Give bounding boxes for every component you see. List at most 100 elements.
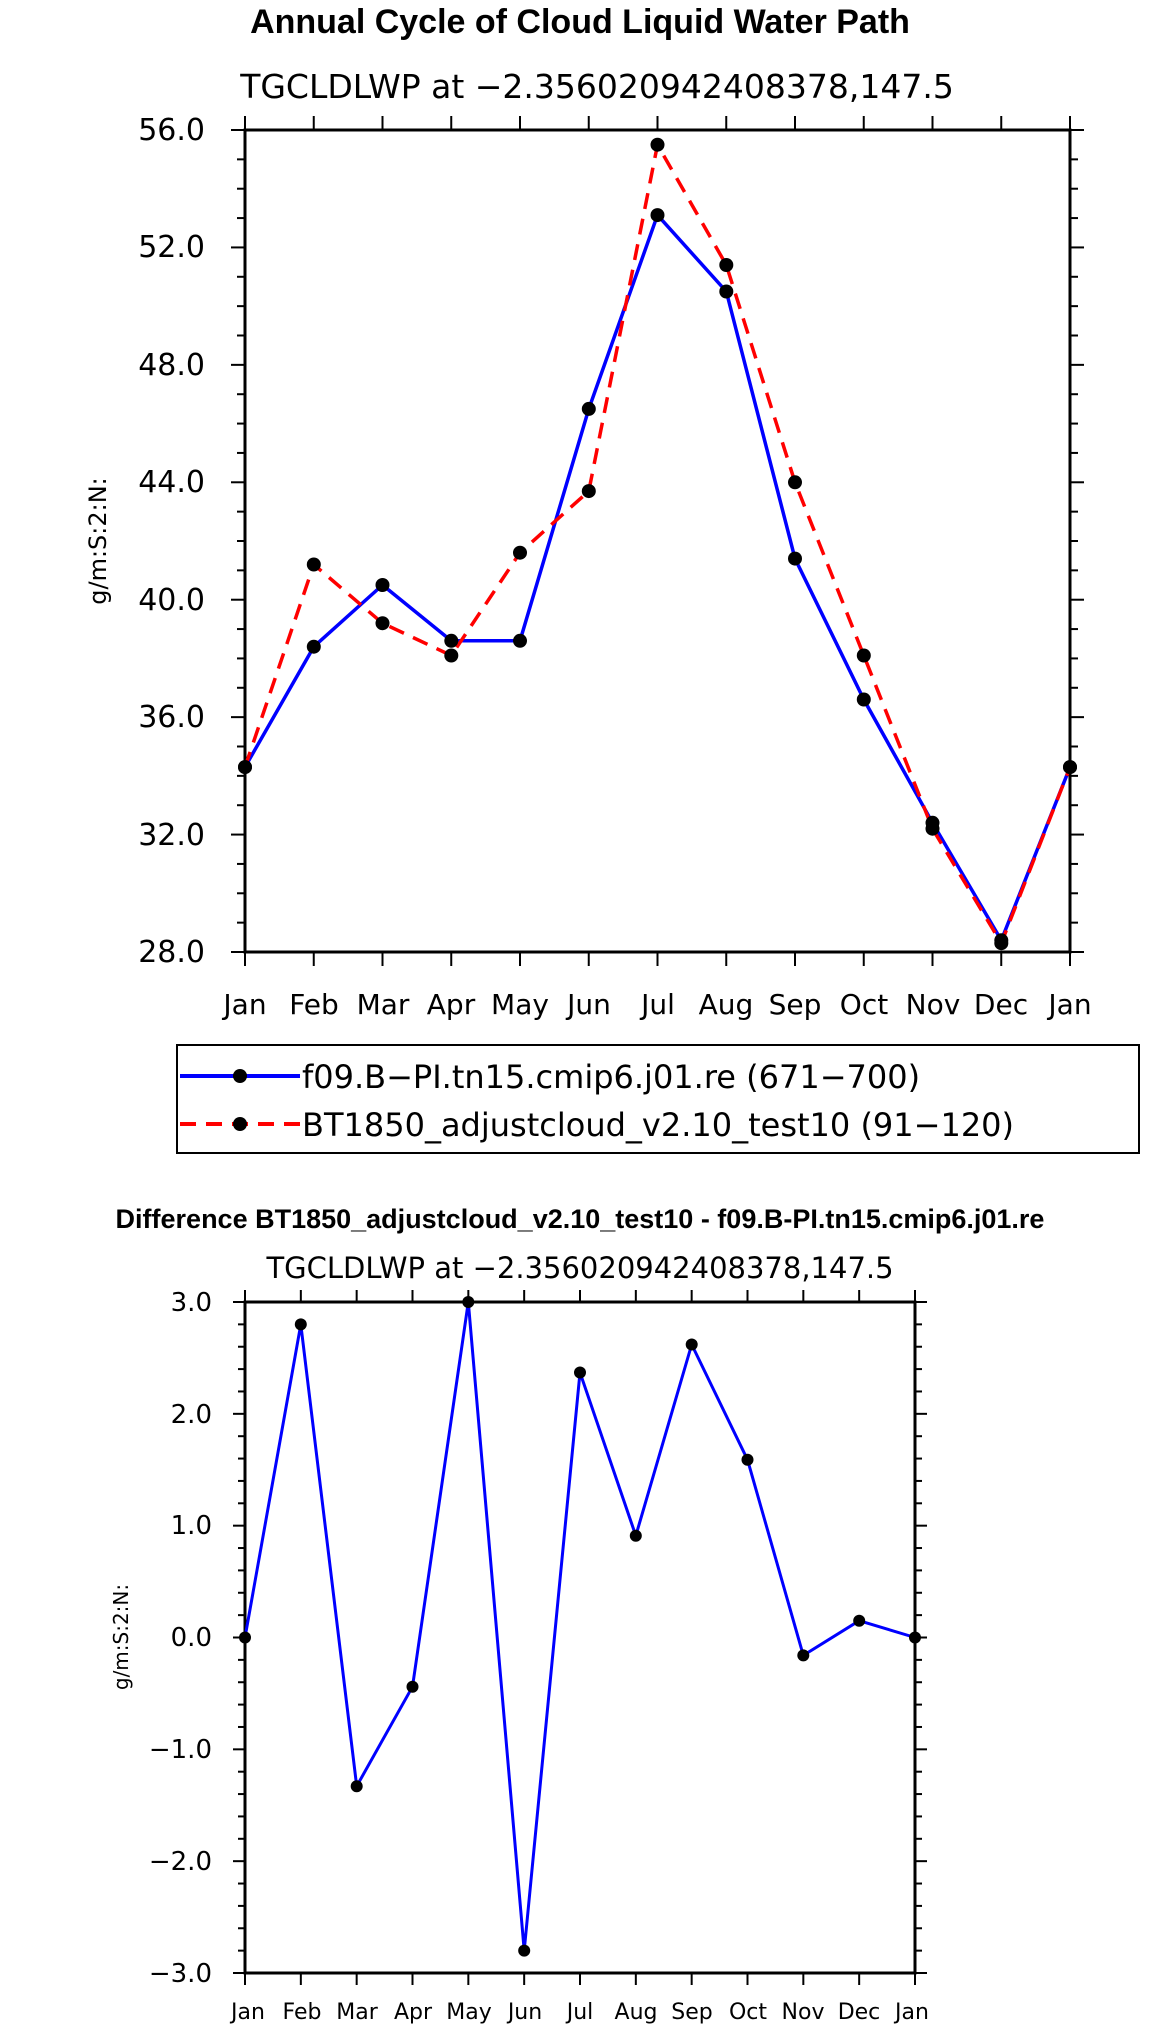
y-tick-label: 52.0 xyxy=(138,230,205,265)
plot-frame xyxy=(243,128,1072,954)
series-2-point xyxy=(650,137,665,152)
series-1-point xyxy=(239,1631,251,1644)
x-tick-label: Nov xyxy=(906,988,961,1021)
x-tick-label: Jul xyxy=(639,988,675,1021)
series-2-point xyxy=(925,821,940,836)
series-line-1 xyxy=(243,213,1072,943)
series-2-point xyxy=(238,760,252,775)
series-1-point xyxy=(306,639,321,654)
series-1-point xyxy=(853,1614,866,1627)
y-tick-label: −1.0 xyxy=(149,1735,212,1765)
difference-chart-title: Difference BT1850_adjustcloud_v2.10_test… xyxy=(116,1204,1045,1234)
y-tick-label: 36.0 xyxy=(138,700,205,735)
series-1-point xyxy=(462,1296,475,1308)
x-tick-label: Dec xyxy=(838,2000,881,2025)
difference-plot-frame xyxy=(243,1300,917,1975)
x-tick-label: Nov xyxy=(782,2000,825,2025)
series-2-point xyxy=(306,557,321,572)
series-1-point xyxy=(350,1780,363,1793)
x-tick-label: Jun xyxy=(565,988,611,1021)
series-1-point xyxy=(294,1318,307,1331)
series-1-point xyxy=(518,1944,531,1957)
series-1-point xyxy=(375,578,390,592)
series-1-point xyxy=(406,1680,419,1693)
y-tick-label: 28.0 xyxy=(138,935,205,970)
difference-series-group xyxy=(239,1296,921,1957)
series-1-point xyxy=(444,633,459,648)
x-tick-label: Sep xyxy=(671,2000,712,2025)
legend: f09.B−PI.tn15.cmip6.j01.re (671−700) BT1… xyxy=(176,1044,1140,1154)
series-1-point xyxy=(741,1453,754,1466)
y-tick-label: 48.0 xyxy=(138,348,205,383)
legend-box xyxy=(176,1044,1140,1154)
y-tick-label: 44.0 xyxy=(138,465,205,500)
x-tick-labels: Jan Feb Mar Apr May Jun Jul Aug Sep Oct … xyxy=(221,988,1091,1021)
x-tick-label: Oct xyxy=(840,988,888,1021)
series-1-point xyxy=(719,284,734,299)
x-tick-label: Feb xyxy=(283,2000,322,2025)
series-group xyxy=(238,137,1077,951)
series-2-point xyxy=(1063,760,1077,775)
x-tick-label: Mar xyxy=(357,988,410,1021)
x-tick-label: Feb xyxy=(289,988,339,1021)
x-tick-label: Jan xyxy=(221,988,266,1021)
difference-tick-marks xyxy=(233,1290,927,1985)
y-tick-label: 32.0 xyxy=(138,818,205,853)
x-tick-label: May xyxy=(491,988,549,1021)
x-tick-label: Aug xyxy=(615,2000,658,2025)
series-1-point xyxy=(909,1631,921,1644)
x-tick-label: Apr xyxy=(427,988,476,1021)
series-1-point xyxy=(797,1649,810,1662)
x-tick-label: Jul xyxy=(565,2000,594,2025)
difference-y-tick-labels: 3.0 2.0 1.0 0.0 −1.0 −2.0 −3.0 xyxy=(149,1288,212,1989)
tick-marks xyxy=(231,116,1084,966)
series-2-point xyxy=(994,936,1009,951)
series-1-point xyxy=(650,208,665,223)
y-tick-label: 0.0 xyxy=(171,1623,212,1653)
legend-label-series-1: f09.B−PI.tn15.cmip6.j01.re (671−700) xyxy=(302,1058,920,1096)
series-2-point xyxy=(719,258,734,272)
series-1-point xyxy=(581,401,596,416)
series-1-point xyxy=(856,692,871,707)
chart-title: Annual Cycle of Cloud Liquid Water Path xyxy=(250,3,910,41)
series-1-point xyxy=(685,1338,698,1351)
series-line-2 xyxy=(243,142,1072,945)
x-tick-label: Mar xyxy=(336,2000,378,2025)
main-chart: Annual Cycle of Cloud Liquid Water Path … xyxy=(84,3,1140,1154)
difference-y-axis-label: g/m:S:2:N: xyxy=(109,1584,133,1690)
y-tick-label: 3.0 xyxy=(171,1288,212,1318)
series-2-point xyxy=(513,545,527,560)
x-tick-label: Jan xyxy=(893,2000,929,2025)
x-tick-label: May xyxy=(446,2000,491,2025)
x-tick-label: Dec xyxy=(974,988,1028,1021)
legend-marker-series-1 xyxy=(233,1069,247,1083)
y-tick-label: 2.0 xyxy=(171,1400,212,1430)
series-1-point xyxy=(574,1366,586,1379)
difference-x-tick-labels: Jan Feb Mar Apr May Jun Jul Aug Sep Oct … xyxy=(229,2000,929,2025)
series-2-point xyxy=(375,616,390,631)
y-tick-label: 1.0 xyxy=(171,1511,212,1541)
series-2-point xyxy=(444,648,459,663)
series-2-point xyxy=(581,484,596,499)
difference-chart-subtitle: TGCLDLWP at −2.356020942408378,147.5 xyxy=(265,1251,893,1285)
y-tick-label: −3.0 xyxy=(149,1959,212,1989)
legend-label-series-2: BT1850_adjustcloud_v2.10_test10 (91−120) xyxy=(302,1106,1014,1144)
x-tick-label: Apr xyxy=(394,2000,433,2025)
y-axis-label: g/m:S:2:N: xyxy=(84,477,112,605)
x-tick-label: Jan xyxy=(229,2000,265,2025)
series-1-point xyxy=(629,1529,642,1542)
y-tick-labels: 56.0 52.0 48.0 44.0 40.0 36.0 32.0 28.0 xyxy=(138,113,205,970)
chart-subtitle: TGCLDLWP at −2.356020942408378,147.5 xyxy=(239,67,954,106)
y-tick-label: −2.0 xyxy=(149,1847,212,1877)
y-tick-label: 40.0 xyxy=(138,583,205,618)
y-tick-label: 56.0 xyxy=(138,113,205,148)
series-2-point xyxy=(788,475,802,490)
x-tick-label: Aug xyxy=(699,988,754,1021)
x-tick-label: Jan xyxy=(1046,988,1091,1021)
x-tick-label: Oct xyxy=(729,2000,767,2025)
difference-chart: Difference BT1850_adjustcloud_v2.10_test… xyxy=(109,1204,1044,2025)
series-1-point xyxy=(513,633,527,648)
series-1-point xyxy=(788,551,802,566)
legend-marker-series-2 xyxy=(233,1117,247,1131)
